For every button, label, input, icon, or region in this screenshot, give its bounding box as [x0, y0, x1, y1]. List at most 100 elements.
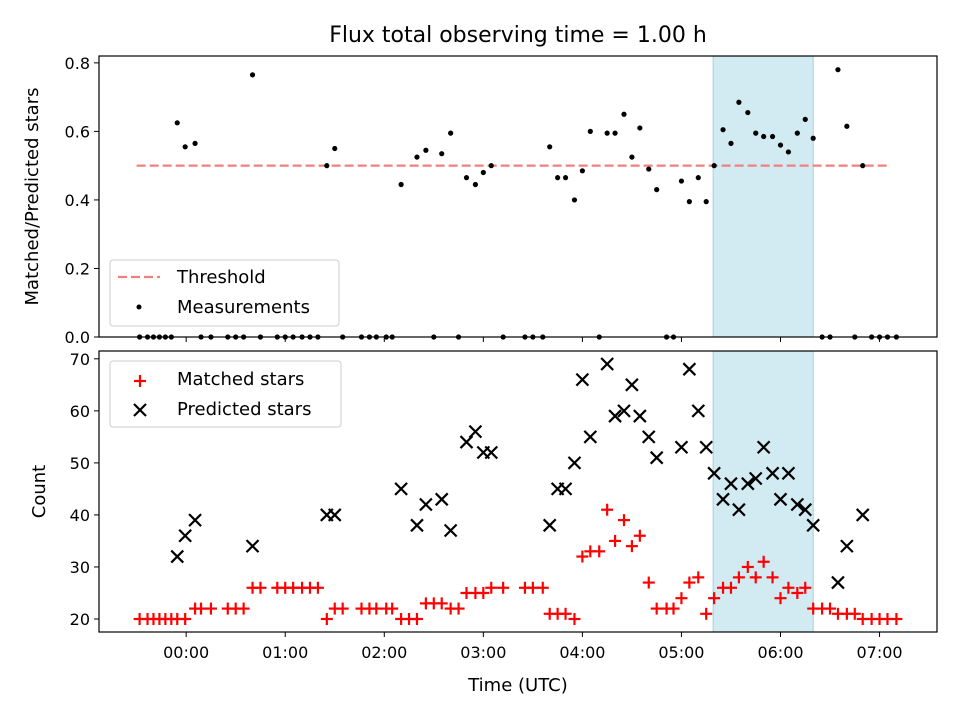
measurement-point: [448, 130, 454, 136]
highlight-span-bottom: [712, 350, 814, 633]
matched-star-point: [675, 592, 688, 605]
measurement-point: [182, 144, 188, 150]
predicted-star-point: [394, 482, 408, 496]
measurement-point: [794, 130, 800, 136]
predicted-star-point: [773, 492, 788, 507]
x-tick-label: 00:00: [163, 643, 209, 662]
matched-star-point: [741, 560, 754, 573]
x-tick-label: 05:00: [658, 643, 704, 662]
predicted-star-point: [765, 466, 780, 481]
ratio-axes-frame: [98, 55, 938, 338]
predicted-star-point: [443, 523, 458, 538]
predicted-star-point: [748, 471, 763, 486]
measurement-point: [720, 127, 726, 133]
predicted-star-point: [170, 549, 185, 564]
x-tick-label: 02:00: [361, 643, 407, 662]
measurement-point: [332, 145, 338, 152]
legend-matched-label: Matched stars: [177, 369, 304, 390]
predicted-star-point: [724, 476, 738, 491]
measurement-point: [463, 175, 470, 181]
measurement-point: [555, 175, 561, 181]
predicted-star-point: [699, 440, 713, 455]
x-tick-label: 06:00: [757, 643, 803, 662]
measurement-point: [646, 166, 652, 172]
measurement-point: [488, 163, 494, 169]
measurement-point: [736, 99, 742, 105]
highlight-span-top: [712, 55, 814, 338]
predicted-star-point: [558, 482, 573, 496]
legend-matched-swatch: [134, 375, 146, 387]
measurement-point: [753, 130, 759, 136]
count-legend: Matched stars Predicted stars: [109, 360, 342, 428]
matched-star-point: [617, 514, 630, 527]
measurement-point: [414, 154, 420, 160]
measurement-point: [695, 175, 701, 181]
matched-star-point: [799, 581, 812, 594]
matched-star-point: [692, 571, 705, 584]
predicted-star-point: [674, 440, 689, 455]
predicted-star-point: [806, 518, 820, 533]
y-tick-label: 0.0: [65, 328, 90, 347]
measurement-point: [678, 178, 685, 184]
matched-stars-points: [133, 503, 903, 625]
matched-star-point: [435, 597, 448, 610]
measurement-point: [480, 169, 486, 176]
measurement-point: [728, 140, 734, 146]
predicted-star-point: [798, 502, 813, 517]
legend-predicted-label: Predicted stars: [177, 399, 311, 420]
matched-star-point: [625, 540, 638, 553]
predicted-star-point: [741, 476, 755, 491]
matched-star-point: [749, 571, 762, 584]
matched-star-point: [667, 602, 680, 615]
matched-star-point: [708, 592, 721, 605]
predicted-star-point: [419, 497, 433, 512]
y-tick-label: 40: [70, 506, 90, 525]
predicted-star-point: [542, 518, 557, 533]
matched-star-point: [336, 602, 349, 615]
matched-star-point: [890, 612, 903, 625]
matched-star-point: [477, 586, 490, 599]
predicted-star-point: [327, 508, 342, 522]
matched-star-point: [179, 612, 192, 625]
measurement-point: [703, 199, 709, 205]
predicted-star-point: [434, 492, 449, 507]
y-tick-label: 70: [70, 350, 90, 369]
measurement-point: [174, 120, 180, 126]
measurement-point: [579, 168, 585, 174]
measurement-point: [654, 187, 660, 193]
matched-star-point: [724, 581, 737, 594]
matched-star-point: [576, 550, 589, 563]
matched-star-point: [237, 602, 250, 615]
measurement-point: [686, 199, 692, 205]
predicted-star-point: [649, 450, 664, 465]
matched-star-point: [601, 503, 614, 516]
matched-star-point: [536, 581, 549, 594]
measurement-point: [777, 142, 784, 148]
legend-threshold-label: Threshold: [176, 267, 266, 288]
matched-star-point: [568, 612, 581, 625]
matched-star-point: [386, 602, 399, 615]
matched-star-point: [485, 581, 498, 594]
measurement-point: [571, 197, 578, 203]
legend-predicted-swatch: [133, 403, 147, 417]
measurement-point: [860, 163, 866, 169]
x-tick-label: 03:00: [460, 643, 506, 662]
predicted-star-point: [756, 440, 771, 455]
predicted-star-point: [567, 456, 582, 470]
legend-measurements-label: Measurements: [177, 297, 310, 318]
measurement-point: [835, 67, 841, 73]
predicted-star-point: [410, 518, 424, 533]
measurement-point: [562, 175, 569, 181]
count-y-ticks: 20 30 40 50 60 70: [70, 350, 99, 629]
matched-star-point: [593, 545, 606, 558]
count-y-axis-label: Count: [29, 465, 50, 518]
measurement-point: [398, 181, 404, 188]
measurement-points: [137, 67, 899, 340]
matched-star-point: [782, 581, 795, 594]
measurement-point: [472, 181, 479, 188]
predicted-star-point: [781, 466, 796, 481]
measurement-point: [192, 140, 198, 146]
predicted-star-point: [707, 466, 721, 481]
measurement-point: [810, 135, 816, 141]
